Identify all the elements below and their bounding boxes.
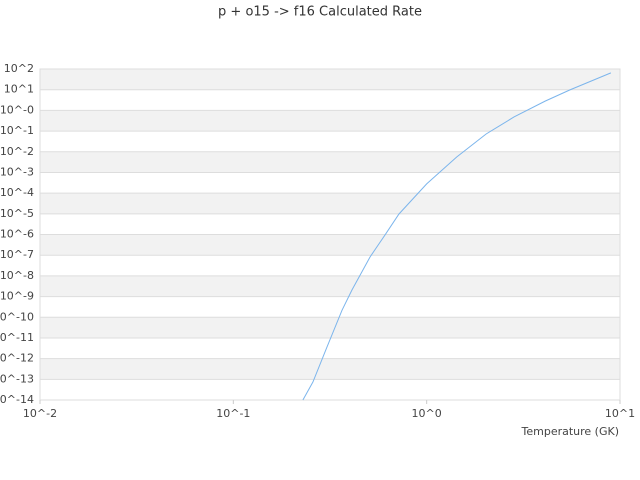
- y-tick-label: 10^-10: [0, 310, 34, 323]
- y-tick-label: 10^-0: [0, 103, 34, 116]
- grid-band: [40, 275, 620, 297]
- grid-band: [40, 151, 620, 173]
- plot-background: [40, 69, 620, 380]
- y-tick-label: 10^-6: [0, 228, 34, 241]
- y-tick-label: 10^-9: [0, 290, 34, 303]
- x-axis-label: Temperature (GK): [521, 425, 620, 438]
- y-tick-label: 10^-1: [0, 124, 34, 137]
- y-tick-label: 10^-11: [0, 331, 34, 344]
- y-tick-label: 10^-12: [0, 352, 34, 365]
- y-tick-label: 10^-8: [0, 269, 34, 282]
- grid-band: [40, 234, 620, 256]
- chart-title: p + o15 -> f16 Calculated Rate: [218, 5, 422, 20]
- y-tick-label: 10^-2: [0, 145, 34, 158]
- grid-band: [40, 69, 620, 90]
- grid-band: [40, 110, 620, 132]
- y-tick-label: 10^-4: [0, 186, 34, 199]
- grid-band: [40, 317, 620, 338]
- x-tick-label: 10^-1: [216, 407, 250, 420]
- y-tick-label: 10^-13: [0, 372, 34, 385]
- y-tick-label: 10^-14: [0, 393, 34, 406]
- grid-band: [40, 358, 620, 380]
- y-tick-label: 10^-5: [0, 207, 34, 220]
- x-tick-label: 10^0: [412, 407, 442, 420]
- x-tick-label: 10^-2: [23, 407, 57, 420]
- grid-band: [40, 193, 620, 214]
- x-tick-label: 10^1: [605, 407, 635, 420]
- data-line: [302, 72, 612, 401]
- plot-border: [39, 68, 621, 401]
- y-tick-label: 10^1: [4, 83, 34, 96]
- y-tick-label: 10^-7: [0, 248, 34, 261]
- y-tick-label: 10^-3: [0, 165, 34, 178]
- y-tick-label: 10^2: [4, 62, 34, 75]
